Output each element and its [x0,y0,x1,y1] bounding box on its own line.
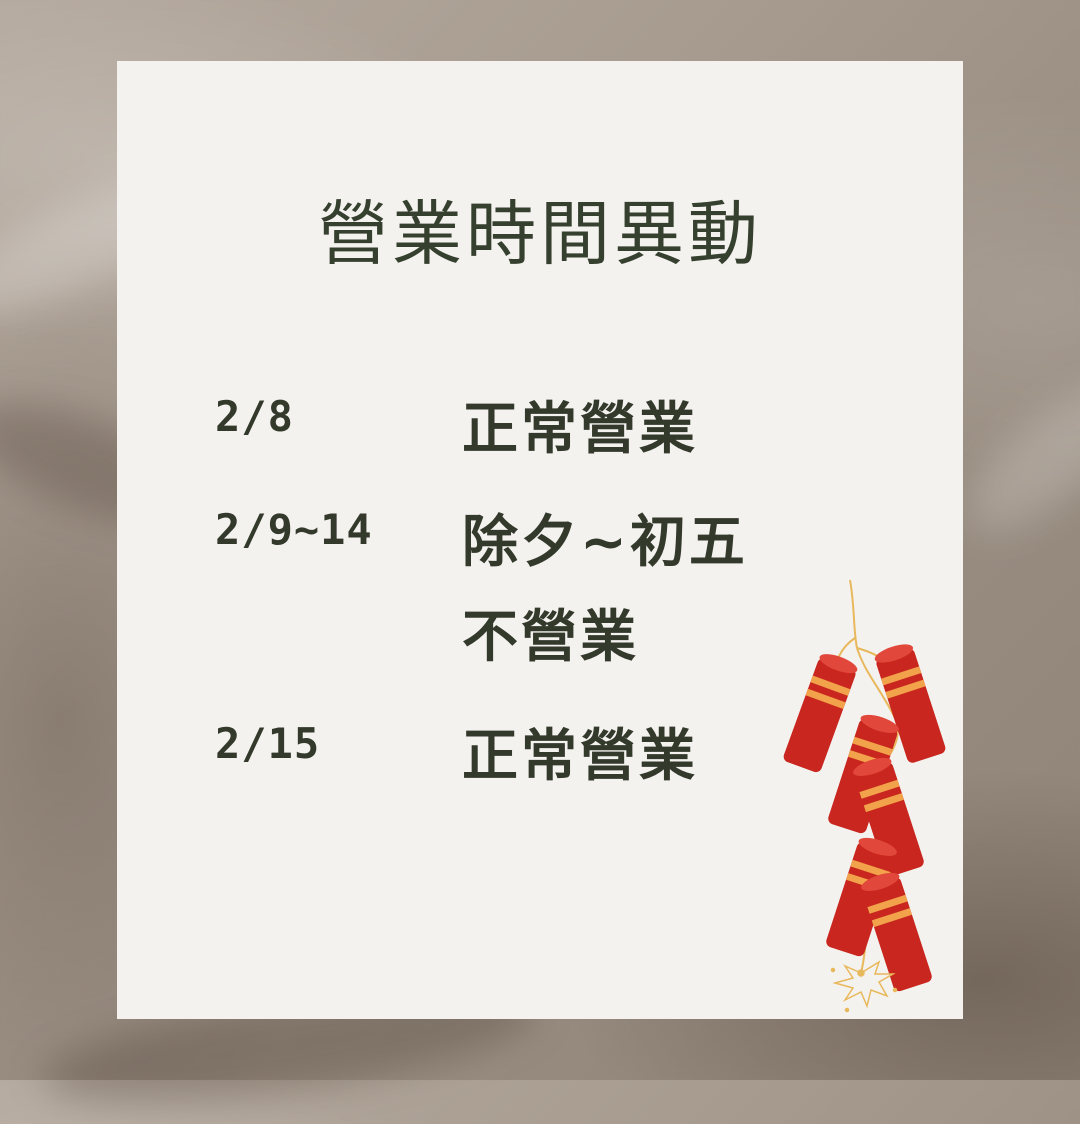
schedule-date: 2/9~14 [215,505,373,554]
schedule-date: 2/8 [215,392,294,441]
schedule-status: 不營業 [462,605,639,670]
schedule-date: 2/15 [215,719,321,768]
schedule-status: 正常營業 [462,397,698,462]
schedule-row: 2/9~14 除夕~初五 [117,497,963,575]
notice-card: 營業時間異動 2/8 正常營業 2/9~14 除夕~初五 不營業 2/15 正常… [117,61,963,1019]
page-title: 營業時間異動 [318,193,762,275]
schedule-row: 2/15 正常營業 [117,711,963,789]
schedule-status: 正常營業 [462,724,698,789]
fabric-fold-highlight-2 [947,365,1080,555]
schedule-status: 除夕~初五 [462,510,748,575]
schedule-row: 不營業 [117,592,963,670]
firecrackers-icon [783,579,946,1013]
schedule-row: 2/8 正常營業 [117,384,963,462]
